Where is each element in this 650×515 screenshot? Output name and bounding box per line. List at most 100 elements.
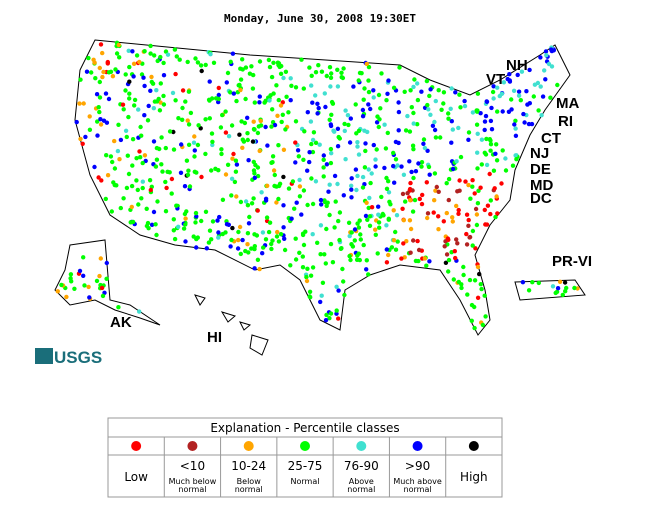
gage-dot [362,182,367,187]
gage-dot [163,209,169,214]
gage-dot [469,318,474,323]
gage-dot [114,51,120,56]
gage-dot [425,148,430,153]
gage-dot [373,164,378,169]
gage-dot [299,212,304,217]
gage-dot [209,237,214,242]
gage-dot [131,61,137,66]
gage-dot [426,107,431,112]
gage-dot [240,57,245,62]
gage-dot [209,131,215,136]
gage-dot [494,158,500,163]
gage-dot [392,180,397,185]
gage-dot [557,279,563,284]
gage-dot [386,252,391,258]
gage-dot [238,251,243,257]
gage-dot [436,227,441,232]
gage-dot [493,214,498,220]
gage-dot [98,117,103,122]
gage-dot [354,257,360,262]
gage-dot [461,264,466,270]
gage-dot [443,260,449,265]
gage-dot [313,70,319,75]
gage-dot [292,206,297,211]
gage-dot [195,142,201,148]
gage-dot [234,98,239,104]
gage-dot [245,231,251,236]
gage-dot [337,237,342,243]
gage-dot [276,97,281,103]
gage-dot [104,276,109,281]
gage-dot [377,225,382,230]
gage-dot [384,260,390,265]
gage-dot [347,253,352,259]
gage-dot [335,126,341,131]
gage-dot [132,97,138,103]
gage-dot [98,122,104,127]
gage-dot [522,120,527,125]
gage-dot [513,126,518,131]
gage-dot [495,85,500,90]
gage-dot [408,88,413,93]
gage-dot [158,54,163,60]
gage-dot [474,122,480,127]
gage-dot [365,217,370,222]
gage-dot [194,236,199,242]
gage-dot [106,96,112,102]
gage-dot [386,190,392,195]
gage-dot [411,238,416,243]
gage-dot [386,78,391,83]
gage-dot [330,101,336,106]
gage-dot [466,217,471,223]
gage-dot [234,162,240,167]
gage-dot [391,85,397,91]
gage-dot [263,237,269,242]
gage-dot [461,272,466,278]
gage-dot [305,110,310,115]
gage-dot [335,84,341,89]
gage-dot [271,91,276,96]
gage-dot [196,123,201,128]
gage-dot [491,168,497,173]
gage-dot [536,280,541,286]
gage-dot [347,233,352,239]
gage-dot [415,122,420,127]
gage-dot [349,187,354,192]
gage-dot [103,196,109,202]
gage-dot [99,178,104,183]
gage-dot [516,89,522,94]
gage-dot [337,210,343,215]
gage-dot [94,278,100,284]
gage-dot [259,190,264,195]
gage-dot [228,244,233,249]
gage-dot [516,93,522,98]
gage-dot [367,195,372,201]
gage-dot [526,288,532,293]
gage-dot [193,56,198,61]
gage-dot [363,213,369,219]
gage-dot [186,89,192,94]
gage-dot [376,92,382,98]
gage-dot [356,251,361,256]
gage-dot [364,61,369,67]
gage-dot [444,210,449,216]
gage-dot [115,148,121,154]
gage-dot [144,206,149,211]
gage-dot [126,114,131,120]
gage-dot [243,65,249,70]
gage-dot [117,55,122,60]
gage-dot [194,170,199,175]
gage-dot [389,245,395,250]
gage-dot [491,96,496,101]
gage-dot [366,89,372,95]
gage-dot [349,242,354,247]
gage-dot [103,91,109,96]
gage-dot [272,172,277,178]
gage-dot [341,66,346,71]
gage-dot [104,153,109,158]
gage-dot [167,129,173,134]
gage-dot [229,237,234,243]
gage-dot [408,250,413,255]
gage-dot [488,198,493,203]
legend-title: Explanation - Percentile classes [210,421,399,435]
